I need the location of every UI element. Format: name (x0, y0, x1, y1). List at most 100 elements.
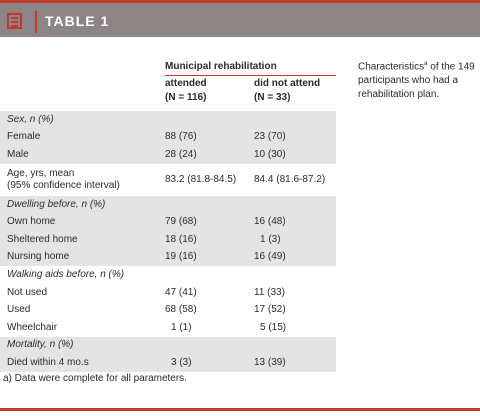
column-header-did-not-attend-label: did not attend (254, 78, 321, 89)
table-row: Died within 4 mo.s 3 (3) 13 (39) (0, 354, 336, 372)
row-label: Age, yrs, mean (95% confidence interval) (0, 168, 165, 192)
cell-attended: 3 (3) (165, 357, 254, 369)
row-label-text: Wheelchair (7, 321, 58, 333)
section-row: Sex, n (%) (0, 111, 336, 129)
table-row: Sheltered home 18 (16) 1 (3) (0, 230, 336, 249)
cell-did-not-attend: 1 (3) (254, 234, 336, 246)
cell-value: 17 (52) (254, 304, 286, 316)
cell-value: 1 (1) (171, 321, 192, 333)
column-headers: attended (N = 116) did not attend (N = 3… (0, 76, 336, 111)
cell-attended: 88 (76) (165, 131, 254, 143)
table-row: Wheelchair 1 (1) 5 (15) (0, 319, 336, 337)
column-header-attended-label: attended (165, 78, 207, 89)
cell-attended: 79 (68) (165, 216, 254, 228)
table-row: Own home 79 (68) 16 (48) (0, 213, 336, 231)
cell-value: 18 (16) (165, 233, 197, 245)
row-label: Used (0, 304, 165, 316)
row-label-text: Mortality, n (%) (7, 339, 74, 351)
cell-did-not-attend: 16 (49) (254, 251, 336, 263)
cell-value: 11 (33) (254, 286, 285, 298)
column-header-attended: attended (N = 116) (165, 77, 254, 111)
header-divider (35, 11, 37, 33)
cell-value: 19 (16) (165, 251, 197, 263)
row-label: Male (0, 149, 165, 161)
cell-value: 3 (3) (171, 356, 192, 368)
caption-text-start: Characteristics (358, 61, 425, 73)
row-label-text: Age, yrs, mean (7, 167, 75, 179)
section-row: Mortality, n (%) (0, 336, 336, 355)
row-label-text: Own home (7, 216, 56, 228)
caption-footnote-marker: a (424, 61, 428, 67)
cell-value: 16 (49) (254, 251, 286, 263)
cell-value: 68 (58) (165, 304, 197, 316)
cell-attended: 1 (1) (165, 322, 254, 334)
cell-did-not-attend: 5 (15) (254, 322, 336, 334)
table-row: Age, yrs, mean (95% confidence interval) 8… (0, 164, 336, 196)
cell-value: 13 (39) (254, 356, 286, 368)
column-header-did-not-attend-n: (N = 33) (254, 92, 291, 103)
cell-value: 16 (48) (254, 216, 286, 228)
cell-attended: 18 (16) (165, 234, 254, 246)
row-label-text: Walking aids before, n (%) (7, 268, 125, 280)
cell-attended: 19 (16) (165, 251, 254, 263)
bottom-accent-rule (0, 408, 480, 411)
row-label-text: Female (7, 131, 41, 143)
document-icon (7, 13, 22, 29)
table-row: Used 68 (58) 17 (52) (0, 301, 336, 319)
section-row: Dwelling before, n (%) (0, 195, 336, 214)
row-label: Own home (0, 216, 165, 228)
table-row: Nursing home 19 (16) 16 (49) (0, 248, 336, 267)
cell-value: 23 (70) (254, 131, 286, 143)
row-label-text: Died within 4 mo.s (7, 356, 89, 368)
cell-value: 83.2 (81.8-84.5) (165, 173, 237, 185)
row-label-text: Sheltered home (7, 233, 78, 245)
section-label: Mortality, n (%) (0, 339, 165, 351)
cell-did-not-attend: 23 (70) (254, 131, 336, 143)
top-accent-rule (0, 0, 480, 3)
characteristics-table: Municipal rehabilitation attended (N = 1… (0, 57, 336, 372)
section-label: Walking aids before, n (%) (0, 269, 165, 281)
row-label-subtext: (95% confidence interval) (7, 179, 120, 191)
cell-attended: 68 (58) (165, 304, 254, 316)
footnote: a) Data were complete for all parameters… (3, 373, 187, 384)
cell-did-not-attend: 13 (39) (254, 357, 336, 369)
section-row: Walking aids before, n (%) (0, 266, 336, 284)
cell-attended: 28 (24) (165, 149, 254, 161)
table-title: TABLE 1 (45, 13, 110, 29)
table-row: Female 88 (76) 23 (70) (0, 128, 336, 147)
cell-value: 79 (68) (165, 216, 197, 228)
cell-did-not-attend: 84.4 (81.6-87.2) (254, 174, 336, 186)
row-label-text: Not used (7, 286, 48, 298)
cell-value: 88 (76) (165, 131, 197, 143)
cell-did-not-attend: 10 (30) (254, 149, 336, 161)
table-body: Sex, n (%) Female 88 (76) 23 (70) Male 28 (24… (0, 111, 336, 372)
column-header-attended-n: (N = 116) (165, 92, 207, 103)
row-label: Nursing home (0, 251, 165, 263)
cell-did-not-attend: 16 (48) (254, 216, 336, 228)
cell-did-not-attend: 11 (33) (254, 287, 336, 299)
row-label-text: Male (7, 148, 29, 160)
cell-value: 47 (41) (165, 286, 197, 298)
row-label-text: Dwelling before, n (%) (7, 198, 106, 210)
row-label-text: Sex, n (%) (7, 113, 54, 125)
cell-attended: 47 (41) (165, 287, 254, 299)
table-caption: Characteristicsa of the 149 participants… (358, 57, 478, 102)
row-label: Not used (0, 287, 165, 299)
row-label: Died within 4 mo.s (0, 357, 165, 369)
row-label-text: Used (7, 304, 31, 316)
row-label-text: Nursing home (7, 251, 70, 263)
cell-attended: 83.2 (81.8-84.5) (165, 174, 254, 186)
cell-value: 5 (15) (260, 321, 287, 333)
section-label: Sex, n (%) (0, 114, 165, 126)
row-label: Sheltered home (0, 234, 165, 246)
table-row: Male 28 (24) 10 (30) (0, 146, 336, 164)
cell-value: 10 (30) (254, 148, 286, 160)
cell-value: 1 (3) (260, 233, 281, 245)
section-label: Dwelling before, n (%) (0, 199, 165, 211)
row-label: Female (0, 131, 165, 143)
caption-text-end: of the 149 participants who had a rehabi… (358, 61, 475, 101)
row-label: Wheelchair (0, 322, 165, 334)
column-header-did-not-attend: did not attend (N = 33) (254, 77, 336, 111)
cell-value: 28 (24) (165, 148, 197, 160)
cell-value: 84.4 (81.6-87.2) (254, 173, 326, 185)
